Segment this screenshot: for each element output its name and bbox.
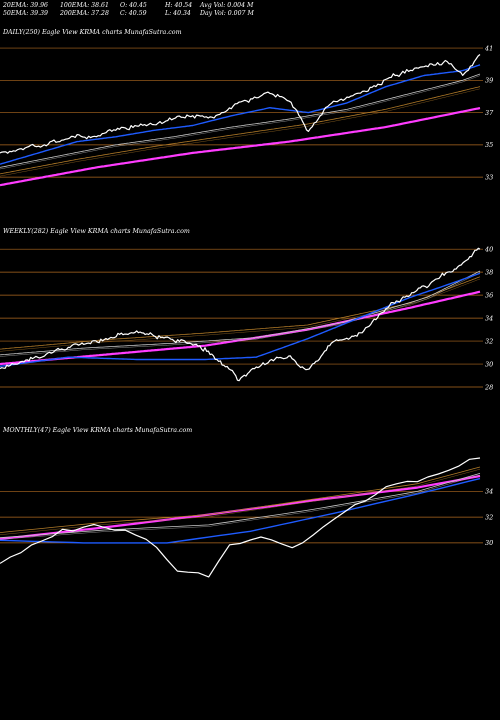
daily-ema100-band <box>0 88 481 177</box>
daily-ema50-band <box>0 75 481 170</box>
weekly-y-tick-label: 40 <box>484 245 493 253</box>
stat-high: H: 40.54 <box>164 2 192 9</box>
stat-low: L: 40.34 <box>164 10 191 17</box>
weekly-y-tick-label: 36 <box>485 291 493 299</box>
daily-y-tick-label: 35 <box>485 141 493 149</box>
daily-y-tick-label: 41 <box>484 44 493 52</box>
weekly-ema200-line <box>0 290 481 366</box>
monthly-chart-title: MONTHLY(47) Eagle View KRMA charts Munaf… <box>2 427 192 434</box>
monthly-ema50-line <box>0 473 481 539</box>
weekly-y-tick-label: 28 <box>484 383 493 391</box>
monthly-ema100-line <box>0 466 481 533</box>
stat-ema20: 20EMA: 39.96 <box>2 2 48 9</box>
weekly-ema50-line <box>0 270 481 356</box>
stat-ema200: 200EMA: 37.28 <box>59 10 109 17</box>
weekly-ema100-line <box>0 276 481 350</box>
daily-price-line <box>0 54 481 154</box>
weekly-chart-panel: WEEKLY(282) Eagle View KRMA charts Munaf… <box>0 228 493 391</box>
stat-day-vol: Day Vol: 0.007 M <box>199 10 254 17</box>
stat-open: O: 40.45 <box>120 2 147 9</box>
monthly-y-tick-label: 34 <box>485 488 493 496</box>
stat-close: C: 40.59 <box>120 10 147 17</box>
daily-chart-panel: DAILY(250) Eagle View KRMA charts Munafa… <box>0 29 494 187</box>
daily-ema20-line <box>0 64 481 165</box>
monthly-y-tick-label: 30 <box>485 539 493 547</box>
weekly-y-tick-label: 38 <box>485 268 493 276</box>
monthly-price-line <box>0 457 481 578</box>
stat-ema100: 100EMA: 38.61 <box>60 2 109 9</box>
weekly-y-tick-label: 30 <box>485 360 493 368</box>
weekly-y-tick-label: 34 <box>485 314 493 322</box>
weekly-y-tick-label: 32 <box>485 337 493 345</box>
daily-y-tick-label: 39 <box>485 77 493 85</box>
daily-ema100-line <box>0 86 481 175</box>
stat-avg-vol: Avg Vol: 0.004 M <box>199 2 254 9</box>
monthly-ema20-line <box>0 477 481 544</box>
daily-ema200-line <box>0 107 481 187</box>
daily-chart-title: DAILY(250) Eagle View KRMA charts Munafa… <box>2 29 182 36</box>
weekly-price-line <box>0 247 481 382</box>
daily-y-tick-label: 37 <box>485 109 494 117</box>
daily-ema50-line <box>0 73 481 168</box>
monthly-chart-panel: MONTHLY(47) Eagle View KRMA charts Munaf… <box>0 427 493 578</box>
weekly-chart-title: WEEKLY(282) Eagle View KRMA charts Munaf… <box>3 228 190 235</box>
daily-y-tick-label: 33 <box>485 173 493 181</box>
monthly-ema50-band <box>0 474 481 540</box>
monthly-y-tick-label: 32 <box>485 513 493 521</box>
weekly-ema20-line <box>0 272 481 368</box>
monthly-ema100-band <box>0 468 481 536</box>
header-stats: 20EMA: 39.96 100EMA: 38.61 O: 40.45 H: 4… <box>2 2 254 17</box>
weekly-ema50-band <box>0 272 481 357</box>
stat-ema50: 50EMA: 39.39 <box>3 10 48 17</box>
